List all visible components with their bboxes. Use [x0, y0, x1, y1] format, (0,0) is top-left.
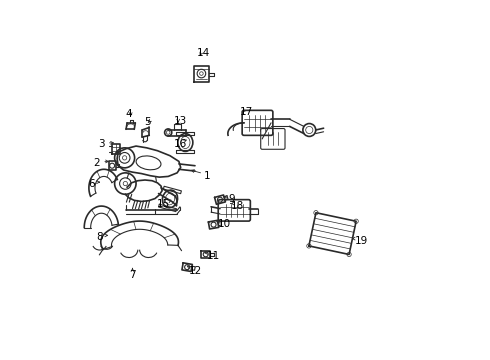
Text: 9: 9 — [228, 194, 235, 203]
Text: 18: 18 — [231, 201, 245, 211]
Text: 15: 15 — [157, 199, 170, 209]
Text: 5: 5 — [145, 117, 151, 127]
Text: 17: 17 — [240, 107, 253, 117]
Text: 12: 12 — [188, 266, 201, 276]
Text: 10: 10 — [218, 219, 231, 229]
Text: 7: 7 — [129, 270, 136, 280]
Text: 11: 11 — [207, 251, 220, 261]
Text: 19: 19 — [354, 236, 368, 246]
Text: 1: 1 — [204, 171, 211, 181]
Text: 14: 14 — [197, 48, 211, 58]
Text: 8: 8 — [96, 232, 102, 242]
Text: 3: 3 — [98, 139, 105, 149]
Text: 2: 2 — [94, 158, 100, 168]
Text: 16: 16 — [173, 139, 187, 149]
Text: 6: 6 — [88, 179, 95, 189]
Text: 13: 13 — [174, 116, 187, 126]
Text: 4: 4 — [125, 109, 132, 119]
